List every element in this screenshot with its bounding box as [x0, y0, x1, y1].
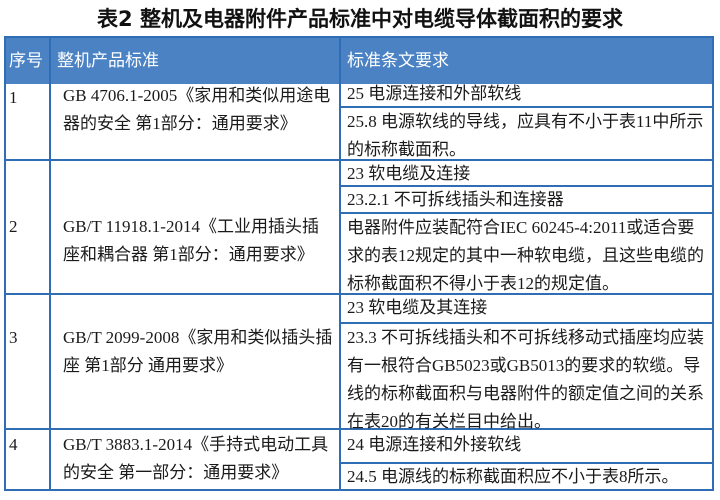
header-clauses: 标准条文要求 [347, 51, 449, 71]
row-no: 2 [9, 217, 18, 236]
header-no: 序号 [9, 51, 43, 71]
table-header: 序号 整机产品标准 标准条文要求 [6, 38, 712, 84]
row-clause: 电器附件应装配符合IEC 60245-4:2011或适合要求的表12规定的其中一… [347, 218, 704, 293]
row-no: 1 [9, 88, 18, 107]
standards-table: 序号 整机产品标准 标准条文要求 1 GB 4706.1-2005《家用和类似用… [4, 36, 714, 491]
row-clause: 23.2.1 不可拆线插头和连接器 [347, 190, 564, 209]
table-title: 表2 整机及电器附件产品标准中对电缆导体截面积的要求 [97, 7, 623, 31]
row-standard: GB 4706.1-2005《家用和类似用途电器的安全 第1部分：通用要求》 [63, 86, 331, 133]
row-clause: 23.3 不可拆线插头和不可拆线移动式插座均应装有一根符合GB5023或GB50… [347, 328, 704, 431]
row-clause: 24.5 电源线的标称截面积应不小于表8所示。 [347, 467, 679, 486]
row-standard: GB/T 2099-2008《家用和类似插头插座 第1部分 通用要求》 [63, 328, 333, 375]
row-standard: GB/T 3883.1-2014《手持式电动工具的安全 第一部分：通用要求》 [63, 435, 329, 482]
row-clause: 23 软电缆及连接 [347, 164, 471, 183]
row-no: 4 [9, 435, 18, 454]
header-standard: 整机产品标准 [57, 51, 159, 71]
row-no: 3 [9, 328, 18, 347]
row-clause: 24 电源连接和外接软线 [347, 435, 522, 454]
row-clause: 25.8 电源软线的导线，应具有不小于表11中所示的标称截面积。 [347, 112, 704, 159]
row-standard: GB/T 11918.1-2014《工业用插头插座和耦合器 第1部分：通用要求》 [63, 217, 319, 264]
row-clause: 23 软电缆及其连接 [347, 298, 488, 317]
row-clause: 25 电源连接和外部软线 [347, 84, 522, 103]
